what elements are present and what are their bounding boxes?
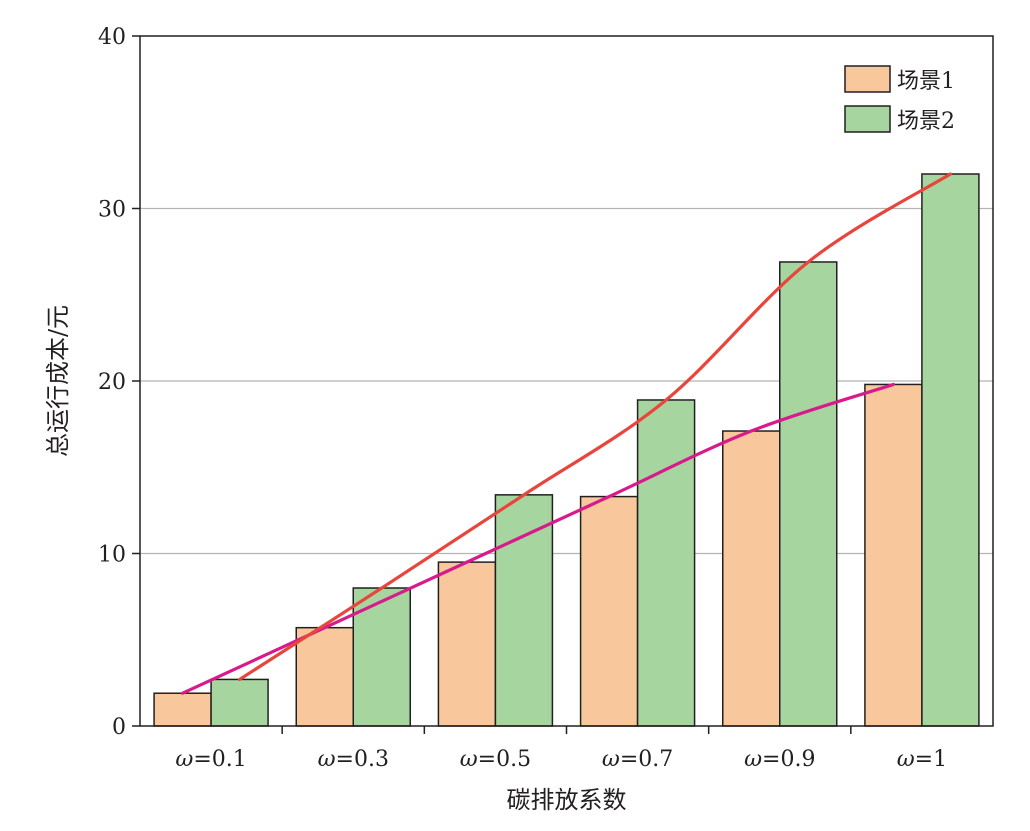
x-tick-symbol: ω	[744, 747, 762, 772]
legend-label-series1: 场景1	[897, 69, 955, 94]
x-tick-symbol: ω	[175, 747, 193, 772]
x-tick-label: ω=0.3	[318, 747, 389, 772]
bars	[153, 173, 980, 727]
x-tick-label: ω=1	[897, 747, 947, 772]
legend-swatch-series2	[844, 105, 891, 133]
x-axis-ticks: ω=0.1 ω=0.3 ω=0.5 ω=0.7 ω=0.9 ω=1	[175, 726, 947, 772]
y-tick-label: 10	[98, 543, 126, 568]
x-tick-value: =0.5	[478, 747, 531, 772]
x-tick-symbol: ω	[897, 747, 915, 772]
legend-swatch-series1	[844, 65, 891, 93]
x-axis-title: 碳排放系数	[507, 786, 627, 814]
trend-lines	[180, 172, 953, 695]
bar-series2-4	[636, 399, 696, 727]
bar-series2-1	[210, 678, 269, 727]
y-tick-label: 20	[98, 370, 126, 395]
bar-series2-5	[779, 261, 838, 727]
x-tick-value: =1	[915, 747, 947, 772]
y-tick-label: 30	[98, 198, 126, 223]
y-tick-label: 40	[98, 25, 126, 50]
x-tick-value: =0.7	[620, 747, 673, 772]
x-tick-value: =0.3	[336, 747, 389, 772]
legend: 场景1 场景2	[844, 65, 955, 134]
x-tick-label: ω=0.5	[460, 747, 531, 772]
bar-series1-3	[437, 561, 497, 727]
bar-series1-4	[579, 495, 639, 727]
bar-series2-3	[494, 494, 554, 727]
trend-line-series2	[237, 172, 953, 682]
y-axis-ticks: 0 10 20 30 40	[98, 25, 140, 740]
y-axis-title: 总运行成本/元	[44, 305, 72, 457]
bar-series1-1	[153, 692, 212, 727]
legend-label-series2: 场景2	[897, 109, 955, 134]
bar-series2-2	[352, 587, 411, 727]
bar-series1-5	[722, 430, 781, 727]
x-tick-symbol: ω	[318, 747, 336, 772]
gridlines	[140, 207, 993, 555]
x-tick-label: ω=0.1	[175, 747, 246, 772]
bar-series2-6	[921, 173, 980, 727]
x-tick-symbol: ω	[460, 747, 478, 772]
y-tick-label: 0	[112, 715, 126, 740]
x-tick-value: =0.9	[762, 747, 815, 772]
bar-series1-6	[864, 383, 923, 727]
x-tick-value: =0.1	[193, 747, 246, 772]
bar-series1-2	[295, 626, 354, 727]
x-tick-symbol: ω	[602, 747, 620, 772]
x-tick-label: ω=0.7	[602, 747, 673, 772]
x-tick-label: ω=0.9	[744, 747, 815, 772]
